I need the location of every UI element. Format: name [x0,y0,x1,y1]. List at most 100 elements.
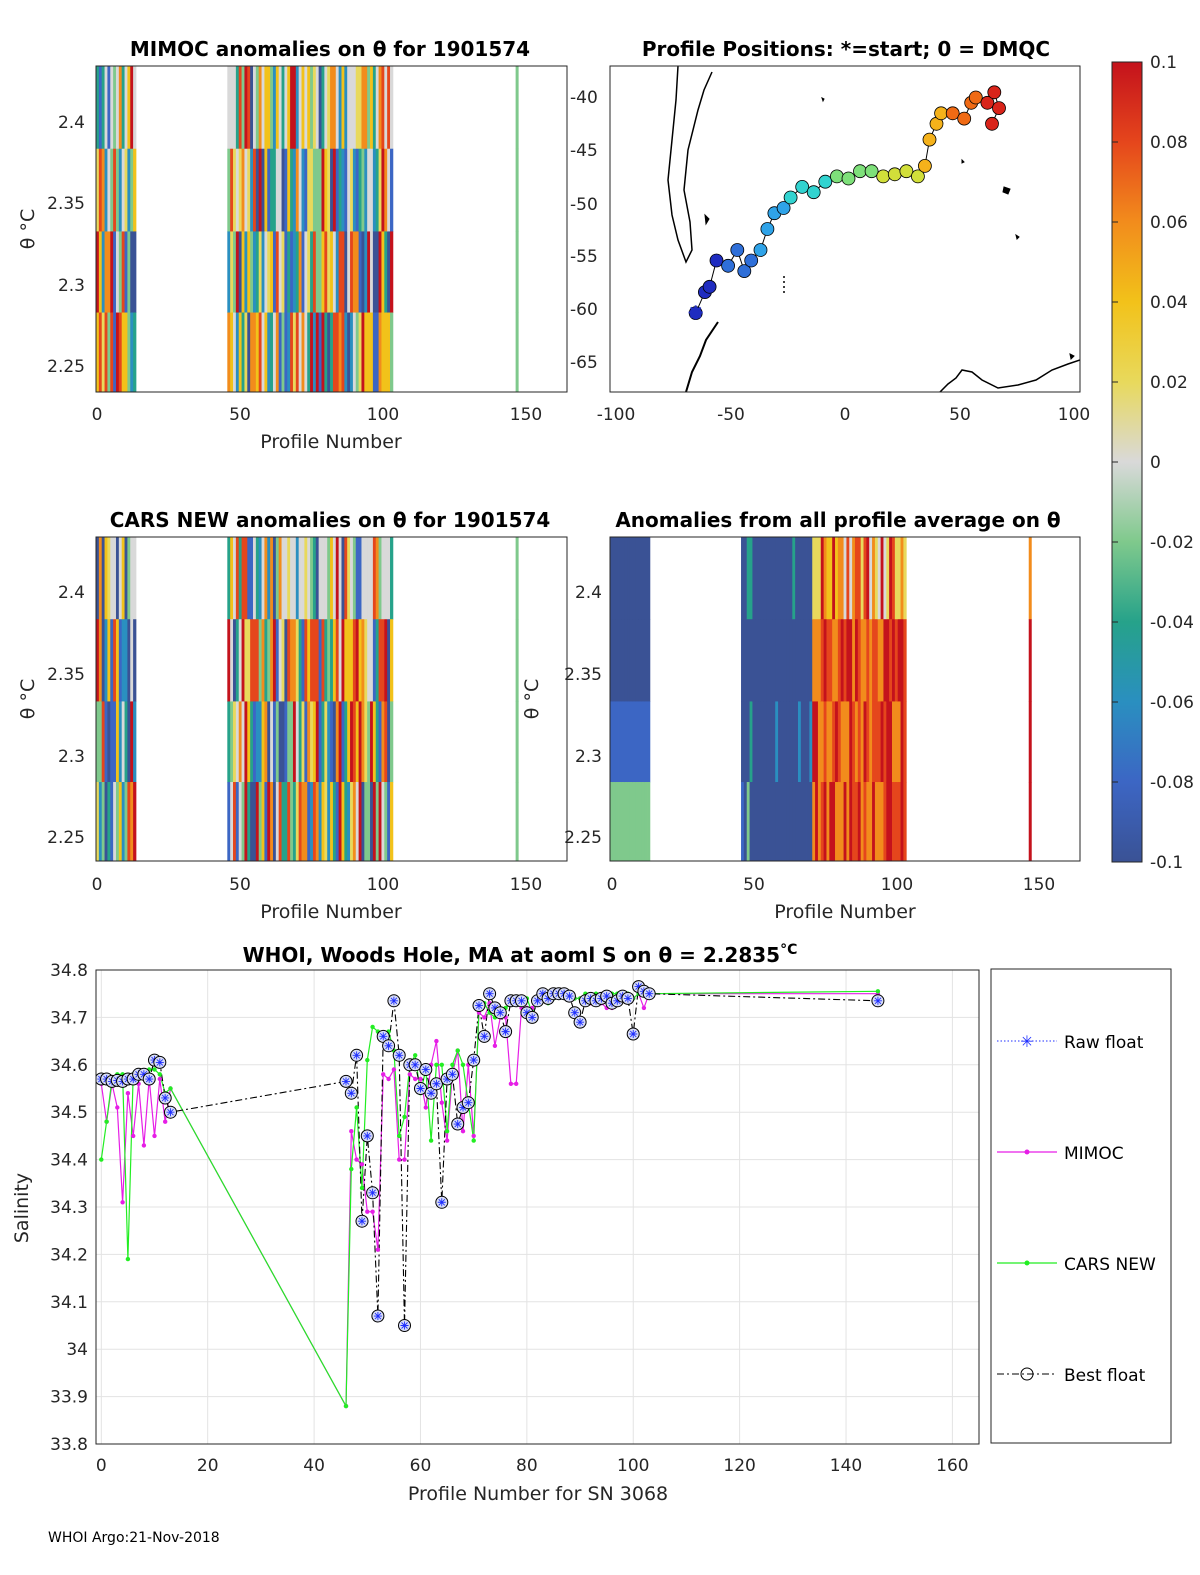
heat-cell [515,312,519,393]
heat-cell [244,312,248,393]
map-axes-frame [609,65,1081,393]
heat-cell [298,782,302,862]
heat-cell [760,701,765,783]
salinity-xlabel: Profile Number for SN 3068 [408,1483,668,1505]
heat-cell [292,537,297,620]
heat-cell [124,231,128,313]
heat-cell [641,537,645,620]
mimoc-point [386,1076,391,1082]
heat-cell [315,619,320,702]
heat-cell [327,148,331,232]
heat-cell [250,148,254,232]
heat-cell [877,537,882,620]
heat-cell [618,537,622,620]
heat-cell [900,701,904,783]
heat-cell [278,231,282,313]
heat-cell [235,231,240,313]
heat-cell [806,701,810,783]
heat-cell [378,537,382,620]
heat-cell [892,782,896,862]
heat-cell [384,701,388,783]
legend: ✳ Raw float MIMOC CARS NEW Best float [990,968,1172,1444]
heat-cell [253,231,257,313]
heat-cell [267,537,271,620]
heat-cell [332,537,337,620]
heat-cell [644,537,648,620]
cars-title: CARS NEW anomalies on θ for 1901574 [110,508,551,532]
heat-cell [304,312,308,393]
heat-cell [352,312,357,393]
heat-cell [361,701,365,783]
profile-position-dot [987,85,1002,100]
heat-cell [98,231,103,313]
heat-cell [384,231,388,313]
map-xticks: -100 -50 0 50 100 [597,405,1091,425]
heat-cell [803,782,807,862]
heat-cell [233,148,237,232]
heat-cell [295,537,300,620]
heat-cell [267,231,271,313]
heat-cell [230,701,234,783]
heat-cell [264,231,268,313]
heat-cell [809,782,813,862]
heat-cell [741,537,745,620]
heat-cell [621,619,625,702]
heat-cell [780,782,785,862]
heat-cell [110,66,114,150]
mimoc-xtick: 150 [510,405,542,425]
heat-cell [304,66,308,150]
heat-cell [270,148,274,232]
best-float-point [451,1117,465,1131]
heat-cell [390,66,394,150]
heat-cell [872,701,876,783]
heat-cell [96,537,100,620]
heat-cell [378,66,382,150]
best-float-point [392,1048,406,1062]
heat-cell [823,701,827,783]
salinity-ytick: 34.8 [50,961,88,981]
cars-ytick: 2.3 [58,747,85,767]
colorbar-tick-label: 0 [1150,453,1161,473]
heat-cell [894,537,899,620]
heat-cell [255,231,260,313]
best-float-point [461,1096,475,1110]
heat-cell [304,231,308,313]
heat-cell [244,701,248,783]
heat-cell [127,312,131,393]
heat-cell [233,537,237,620]
colorbar-tick-label: -0.1 [1150,853,1183,873]
profile-position-dot [985,116,999,131]
average-xtick: 100 [881,875,913,895]
heat-cell [803,619,807,702]
heat-cell [384,619,388,702]
heat-cell [118,231,123,313]
best-float-point [371,1309,385,1323]
heat-cell [107,537,111,620]
heat-cell [849,619,853,702]
heat-cell [287,701,291,783]
heat-cell [344,619,348,702]
heat-cell [792,537,796,620]
heat-cell [338,66,342,150]
legend-label: CARS NEW [1064,1255,1156,1275]
profile-position-dot [737,264,752,279]
heat-cell [381,148,385,232]
heat-cell [800,619,805,702]
average-xtick: 0 [607,875,618,895]
best-float-point [445,1067,459,1081]
heat-cell [238,537,242,620]
heat-cell [247,782,251,862]
mimoc-point [354,1157,359,1162]
mimoc-point [492,1043,498,1049]
heat-cell [290,537,294,620]
heat-cell [837,782,842,862]
heat-cell [897,619,901,702]
heat-cell [763,537,768,620]
heat-cell [618,619,622,702]
best-float-point [562,989,576,1003]
heat-cell [130,782,134,862]
heat-cell [267,782,271,862]
heat-cell [800,701,805,783]
heat-cell [330,66,334,150]
map-xtick: -50 [717,405,745,425]
